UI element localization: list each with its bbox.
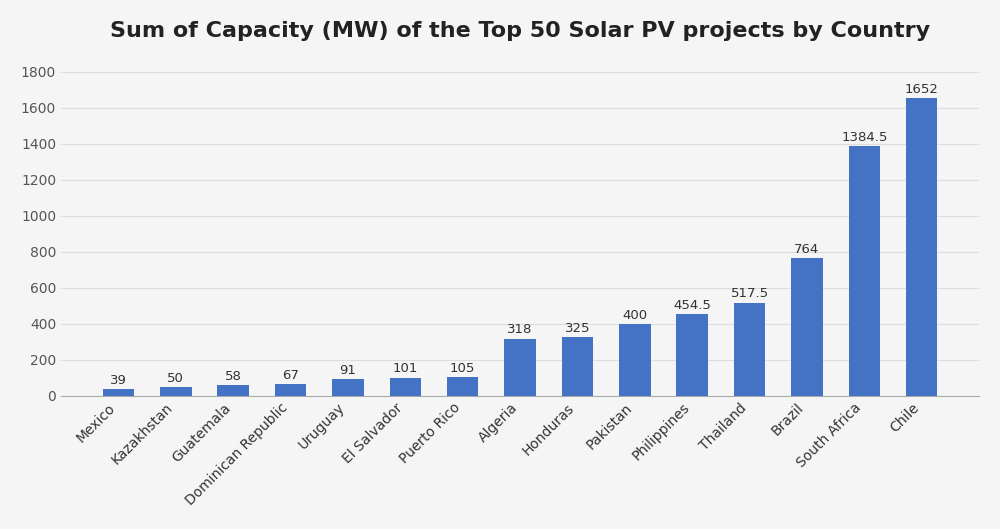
Bar: [906, 98, 937, 396]
Bar: [332, 379, 364, 396]
Text: 517.5: 517.5: [730, 287, 769, 300]
Text: 50: 50: [167, 372, 184, 385]
Text: 454.5: 454.5: [673, 299, 711, 312]
Text: 58: 58: [225, 370, 242, 383]
Bar: [275, 384, 306, 396]
Bar: [849, 147, 880, 396]
Bar: [447, 377, 478, 396]
Text: 400: 400: [622, 308, 647, 322]
Bar: [390, 378, 421, 396]
Bar: [734, 303, 765, 396]
Bar: [160, 387, 192, 396]
Bar: [619, 324, 651, 396]
Bar: [791, 258, 823, 396]
Bar: [217, 385, 249, 396]
Text: 1652: 1652: [905, 83, 939, 96]
Text: 91: 91: [340, 364, 356, 377]
Text: 1384.5: 1384.5: [841, 131, 887, 144]
Bar: [562, 338, 593, 396]
Text: 764: 764: [794, 243, 820, 256]
Bar: [103, 389, 134, 396]
Title: Sum of Capacity (MW) of the Top 50 Solar PV projects by Country: Sum of Capacity (MW) of the Top 50 Solar…: [110, 21, 930, 41]
Text: 39: 39: [110, 373, 127, 387]
Bar: [676, 314, 708, 396]
Text: 325: 325: [565, 322, 590, 335]
Text: 105: 105: [450, 362, 475, 375]
Text: 318: 318: [507, 323, 533, 336]
Text: 101: 101: [393, 362, 418, 376]
Bar: [504, 339, 536, 396]
Text: 67: 67: [282, 369, 299, 381]
